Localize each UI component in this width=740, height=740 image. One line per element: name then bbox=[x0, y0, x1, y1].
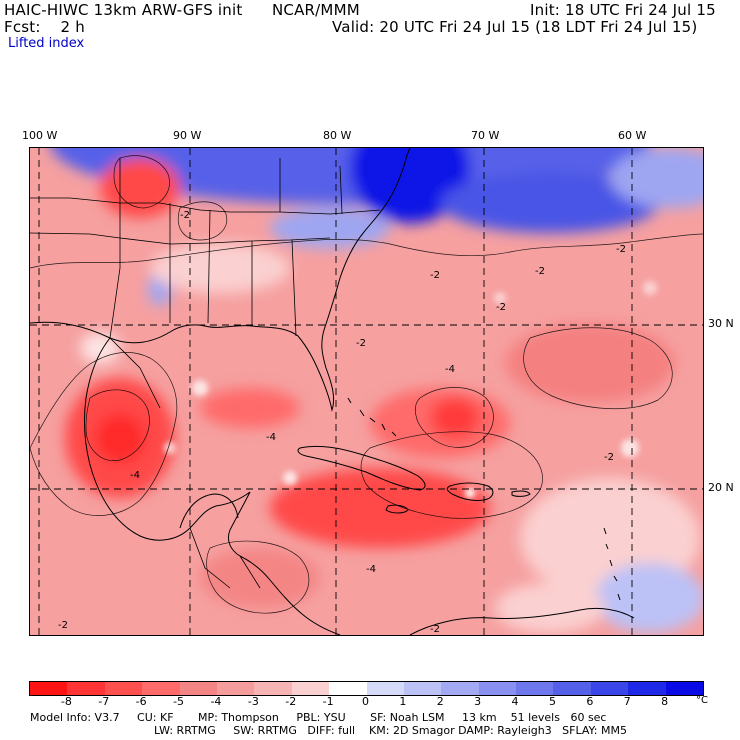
color-swatch bbox=[179, 682, 217, 695]
color-swatch bbox=[553, 682, 591, 695]
contour-label: -2 bbox=[604, 452, 614, 463]
color-tick-label: 6 bbox=[586, 695, 594, 708]
lat-lon-grid bbox=[30, 148, 703, 635]
contour-label: -4 bbox=[445, 364, 455, 375]
contour-label-group: -2 -2 -2 -2 -2 -2 -2 -4 -4 -4 -4 -2 -2 bbox=[58, 210, 626, 635]
contour-label: -2 bbox=[430, 270, 440, 281]
coastlines bbox=[30, 148, 635, 635]
red-region-central-gulf bbox=[200, 388, 300, 428]
contour-label: -2 bbox=[180, 210, 190, 221]
red-region-caribbean bbox=[270, 468, 490, 548]
contour-label: -2 bbox=[535, 266, 545, 277]
color-tick-label: -1 bbox=[322, 695, 334, 708]
color-tick-label: -4 bbox=[210, 695, 222, 708]
color-tick-label: -2 bbox=[285, 695, 297, 708]
contour-label: -4 bbox=[366, 564, 376, 575]
lat-label-30n: 30 N bbox=[708, 317, 734, 330]
color-swatch bbox=[104, 682, 143, 695]
color-swatch bbox=[441, 682, 479, 695]
color-tick-label: -3 bbox=[247, 695, 259, 708]
blue-region-atlantic bbox=[440, 173, 660, 233]
color-tick-label: 7 bbox=[623, 695, 631, 708]
color-tick-label: 5 bbox=[548, 695, 556, 708]
color-scale-bar bbox=[29, 681, 704, 696]
color-swatch bbox=[291, 682, 330, 695]
model-info-line2: LW: RRTMG SW: RRTMG DIFF: full KM: 2D Sm… bbox=[154, 724, 627, 737]
deep-red-bahamas bbox=[430, 398, 480, 438]
lon-label-60w: 60 W bbox=[618, 129, 647, 142]
color-tick-label: -7 bbox=[98, 695, 110, 708]
color-tick-label: -5 bbox=[173, 695, 185, 708]
color-swatch bbox=[366, 682, 404, 695]
color-swatch bbox=[142, 682, 180, 695]
lat-label-20n: 20 N bbox=[708, 481, 734, 494]
contour-label: -2 bbox=[430, 624, 440, 635]
pale-region-west bbox=[80, 332, 120, 364]
lon-label-100w: 100 W bbox=[22, 129, 58, 142]
color-tick-label: -6 bbox=[135, 695, 147, 708]
lesser-antilles bbox=[603, 527, 621, 601]
lon-label-80w: 80 W bbox=[323, 129, 352, 142]
contour-label: -2 bbox=[356, 338, 366, 349]
color-swatch bbox=[665, 682, 704, 695]
center-name: NCAR/MMM bbox=[272, 1, 360, 19]
jamaica bbox=[385, 504, 409, 514]
color-swatch bbox=[628, 682, 666, 695]
pale-region-south bbox=[150, 243, 290, 293]
convective-specks bbox=[164, 281, 657, 498]
puerto-rico bbox=[511, 490, 531, 497]
contour-label: -4 bbox=[266, 432, 276, 443]
contour-label: -2 bbox=[616, 244, 626, 255]
contour-label: -2 bbox=[496, 302, 506, 313]
color-tick-label: -8 bbox=[60, 695, 72, 708]
forecast-hour: Fcst: 2 h bbox=[4, 18, 85, 36]
field-name: Lifted index bbox=[8, 36, 85, 51]
color-tick-label: 2 bbox=[436, 695, 444, 708]
contour-lines bbox=[30, 155, 703, 614]
red-region-plains bbox=[100, 158, 180, 218]
contour-label: -2 bbox=[58, 620, 68, 631]
color-tick-label: 3 bbox=[474, 695, 482, 708]
cuba bbox=[297, 445, 426, 491]
yucatan bbox=[179, 493, 239, 529]
pale-region-south-caribbean bbox=[495, 583, 605, 633]
color-swatch bbox=[329, 682, 367, 695]
color-tick-label: 0 bbox=[362, 695, 369, 708]
model-info-line1: Model Info: V3.7 CU: KF MP: Thompson PBL… bbox=[30, 711, 607, 724]
color-swatch bbox=[30, 682, 68, 695]
contour-label: -4 bbox=[130, 470, 140, 481]
mexico-coast bbox=[84, 337, 341, 635]
color-swatch bbox=[216, 682, 255, 695]
color-tick-label: 1 bbox=[399, 695, 407, 708]
light-blue-southeast bbox=[595, 563, 703, 633]
valid-time: Valid: 20 UTC Fri 24 Jul 15 (18 LDT Fri … bbox=[332, 18, 698, 36]
lon-label-90w: 90 W bbox=[173, 129, 202, 142]
color-swatch bbox=[254, 682, 292, 695]
red-region-atlantic bbox=[505, 323, 675, 403]
south-america-coast bbox=[409, 607, 635, 635]
model-title: HAIC-HIWC 13km ARW-GFS init bbox=[4, 1, 243, 19]
red-region-central-america bbox=[200, 548, 320, 608]
political-borders bbox=[30, 158, 381, 589]
color-swatch bbox=[67, 682, 105, 695]
gulf-coast bbox=[30, 148, 411, 412]
color-swatch bbox=[403, 682, 442, 695]
deep-red-gulf-core bbox=[95, 413, 145, 463]
lon-label-70w: 70 W bbox=[471, 129, 500, 142]
unit-label: °C bbox=[696, 695, 708, 706]
bahamas bbox=[347, 397, 397, 437]
color-tick-label: 4 bbox=[511, 695, 519, 708]
lifted-index-map: -2 -2 -2 -2 -2 -2 -2 -4 -4 -4 -4 -2 -2 bbox=[29, 147, 704, 636]
light-blue-ne bbox=[610, 148, 703, 208]
color-swatch bbox=[478, 682, 517, 695]
deep-blue-midatlantic bbox=[350, 148, 470, 223]
color-swatch bbox=[590, 682, 629, 695]
color-swatch bbox=[516, 682, 554, 695]
init-time: Init: 18 UTC Fri 24 Jul 15 bbox=[530, 1, 716, 19]
color-tick-label: 8 bbox=[661, 695, 669, 708]
